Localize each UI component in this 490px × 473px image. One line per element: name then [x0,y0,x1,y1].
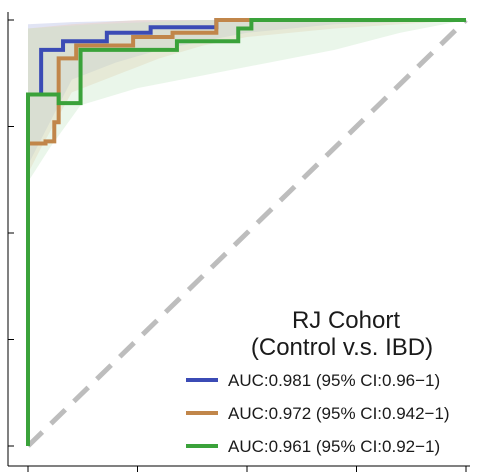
legend: RJ Cohort (Control v.s. IBD) AUC:0.981 (… [186,307,450,456]
legend-items: AUC:0.981 (95% CI:0.96−1) AUC:0.972 (95% … [186,371,450,456]
axes-group [7,12,470,472]
roc-curve-2 [26,18,466,446]
ci-band-3 [28,20,466,182]
reference-diagonal-line [26,18,468,448]
ci-band-2 [28,20,466,174]
legend-title-line1: RJ Cohort [292,307,400,334]
legend-label-3: AUC:0.961 (95% CI:0.92−1) [228,437,440,456]
legend-title-line2: (Control v.s. IBD) [251,334,433,361]
legend-label-2: AUC:0.972 (95% CI:0.942−1) [228,404,450,423]
ci-band-1 [28,20,466,165]
roc-curve-3 [26,18,466,446]
confidence-bands [28,20,466,182]
legend-label-1: AUC:0.981 (95% CI:0.96−1) [228,371,440,390]
roc-curves [26,18,466,446]
reference-line-group [26,18,468,448]
